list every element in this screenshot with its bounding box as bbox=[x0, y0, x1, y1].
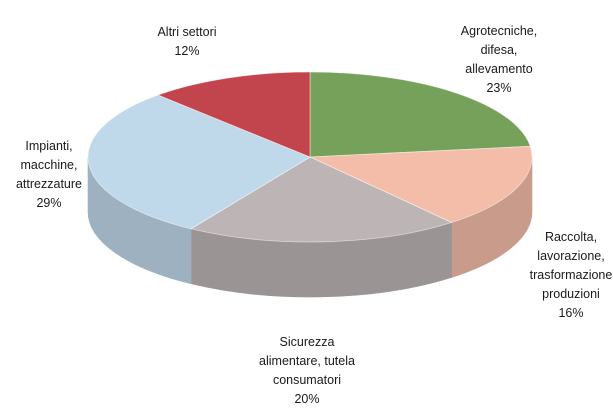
slice-percent: 16% bbox=[558, 306, 583, 320]
slice-label-agrotecniche: Agrotecniche, difesa, allevamento 23% bbox=[461, 24, 537, 95]
slice-label-line: macchine, bbox=[21, 158, 78, 172]
pie-slices bbox=[87, 71, 533, 243]
slice-label-line: Altri settori bbox=[157, 25, 216, 39]
slice-label-line: produzioni bbox=[542, 287, 600, 301]
slice-label-line: lavorazione, bbox=[537, 249, 604, 263]
pie-slice-agrotecniche bbox=[309, 71, 531, 158]
slice-label-line: consumatori bbox=[273, 373, 341, 387]
slice-label-raccolta: Raccolta, lavorazione, trasformazione produ… bbox=[530, 230, 613, 320]
slice-percent: 29% bbox=[36, 196, 61, 210]
pie-slice-impianti bbox=[87, 94, 311, 230]
slice-label-line: Raccolta, bbox=[545, 230, 597, 244]
slice-label-sicurezza: Sicurezza alimentare, tutela consumatori 20… bbox=[259, 335, 355, 406]
pie-labels: Agrotecniche, difesa, allevamento 23% Raccol… bbox=[16, 24, 612, 406]
slice-label-altri-settori: Altri settori 12% bbox=[157, 25, 216, 58]
slice-percent: 23% bbox=[486, 81, 511, 95]
pie-slice-raccolta bbox=[309, 145, 533, 223]
slice-label-line: attrezzature bbox=[16, 177, 82, 191]
slice-label-line: Agrotecniche, bbox=[461, 24, 537, 38]
slice-label-line: allevamento bbox=[465, 62, 532, 76]
slice-label-line: Sicurezza bbox=[280, 335, 335, 349]
slice-percent: 12% bbox=[174, 44, 199, 58]
slice-label-line: trasformazione bbox=[530, 268, 613, 282]
slice-label-line: difesa, bbox=[481, 43, 518, 57]
slice-label-impianti: Impianti, macchine, attrezzature 29% bbox=[16, 139, 82, 210]
slice-percent: 20% bbox=[294, 392, 319, 406]
slice-label-line: Impianti, bbox=[25, 139, 72, 153]
pie-slice-altri-settori bbox=[156, 71, 311, 158]
pie-slice-sicurezza bbox=[190, 156, 453, 243]
slice-label-line: alimentare, tutela bbox=[259, 354, 355, 368]
